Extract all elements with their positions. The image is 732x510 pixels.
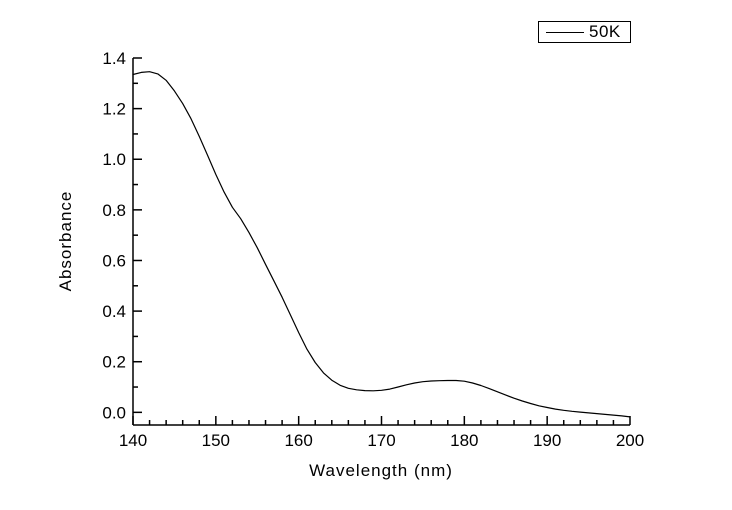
y-tick-label: 1.0 xyxy=(102,150,126,169)
x-tick-label: 140 xyxy=(119,431,147,450)
y-tick-label: 0.8 xyxy=(102,201,126,220)
y-tick-label: 0.4 xyxy=(102,302,126,321)
y-axis-title: Absorbance xyxy=(56,190,75,292)
x-tick-label: 190 xyxy=(533,431,561,450)
y-tick-label: 0.6 xyxy=(102,251,126,270)
legend: 50K xyxy=(538,21,631,43)
legend-line-sample xyxy=(546,31,584,33)
y-tick-label: 0.2 xyxy=(102,353,126,372)
series-curve-50K xyxy=(132,71,631,418)
y-tick-label: 0.0 xyxy=(102,403,126,422)
legend-series-label: 50K xyxy=(589,22,621,41)
y-tick-label: 1.2 xyxy=(102,100,126,119)
x-tick-label: 160 xyxy=(284,431,312,450)
x-axis-title: Wavelength (nm) xyxy=(309,461,453,480)
x-tick-label: 180 xyxy=(450,431,478,450)
x-tick-label: 150 xyxy=(202,431,230,450)
y-tick-label: 1.4 xyxy=(102,49,126,68)
x-tick-label: 170 xyxy=(367,431,395,450)
x-tick-label: 200 xyxy=(616,431,644,450)
